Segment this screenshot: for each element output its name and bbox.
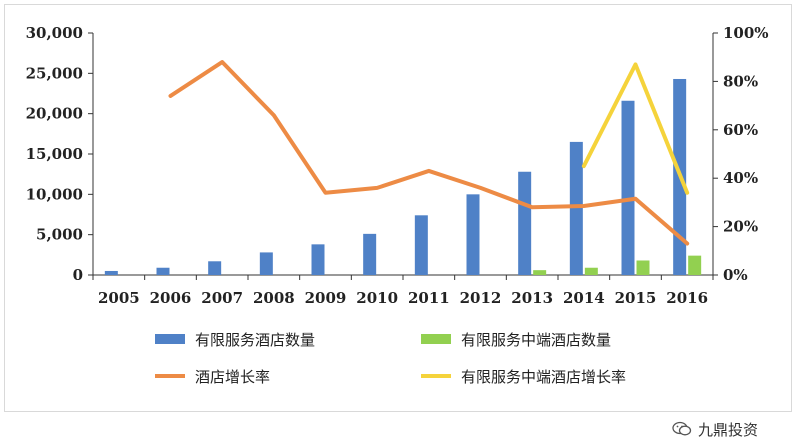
bar-hotels	[466, 194, 480, 275]
wechat-icon	[672, 421, 692, 436]
right-tick-label: 0%	[723, 266, 748, 284]
legend-label: 酒店增长率	[195, 368, 270, 386]
legend-label: 有限服务中端酒店数量	[461, 331, 611, 349]
watermark-text: 九鼎投资	[698, 420, 759, 439]
left-tick-label: 30,000	[26, 24, 83, 42]
watermark: 九鼎投资	[672, 418, 758, 440]
bar-midscale-hotels	[584, 267, 598, 275]
left-tick-label: 0	[73, 266, 83, 284]
bar-hotels	[259, 252, 273, 275]
right-tick-label: 100%	[723, 24, 769, 42]
x-tick-label: 2016	[666, 289, 708, 307]
left-tick-label: 15,000	[26, 145, 83, 163]
bar-hotels	[156, 267, 170, 275]
bar-hotels	[311, 244, 325, 275]
left-tick-label: 5,000	[36, 226, 83, 244]
bar-hotels	[414, 215, 428, 275]
chart-frame: 0 5,000 10,000 15,000 20,000 25,000 30,000 0% 20…	[4, 4, 792, 412]
x-tick-label: 2007	[201, 289, 243, 307]
right-tick-label: 40%	[723, 169, 758, 187]
bar-hotels	[104, 270, 118, 275]
bar-hotels	[208, 261, 222, 275]
bar-midscale-hotels	[688, 255, 702, 275]
left-tick-label: 20,000	[26, 105, 83, 123]
legend-swatch	[421, 334, 451, 344]
right-tick-label: 20%	[723, 218, 758, 236]
x-tick-label: 2006	[150, 289, 192, 307]
x-tick-label: 2010	[356, 289, 398, 307]
x-tick-label: 2008	[253, 289, 295, 307]
legend-label: 有限服务酒店数量	[195, 331, 315, 349]
bar-hotels	[518, 171, 532, 275]
bar-hotels	[363, 233, 377, 275]
bar-midscale-hotels	[636, 260, 650, 275]
x-tick-label: 2005	[98, 289, 140, 307]
legend-swatch	[155, 334, 185, 344]
line-midscale-growth	[581, 62, 690, 195]
left-tick-label: 10,000	[26, 185, 83, 203]
x-tick-label: 2012	[460, 289, 502, 307]
x-tick-label: 2014	[563, 289, 605, 307]
right-tick-label: 80%	[723, 72, 758, 90]
bar-hotels	[621, 100, 635, 275]
x-tick-label: 2015	[615, 289, 657, 307]
left-tick-label: 25,000	[26, 64, 83, 82]
combo-chart: 0 5,000 10,000 15,000 20,000 25,000 30,000 0% 20…	[26, 24, 769, 386]
x-tick-label: 2011	[408, 289, 450, 307]
bar-midscale-hotels	[533, 270, 547, 275]
x-tick-label: 2013	[511, 289, 553, 307]
x-tick-label: 2009	[305, 289, 347, 307]
line-hotel-growth	[168, 60, 690, 246]
legend-label: 有限服务中端酒店增长率	[461, 368, 626, 386]
bar-hotels	[569, 141, 583, 275]
right-tick-label: 60%	[723, 121, 758, 139]
